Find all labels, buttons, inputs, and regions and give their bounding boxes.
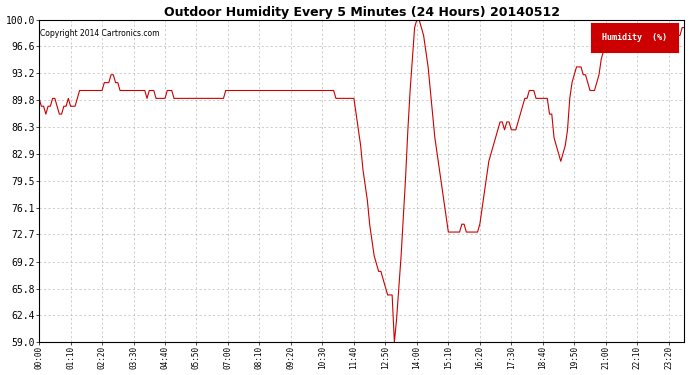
Text: Copyright 2014 Cartronics.com: Copyright 2014 Cartronics.com: [41, 29, 160, 38]
Title: Outdoor Humidity Every 5 Minutes (24 Hours) 20140512: Outdoor Humidity Every 5 Minutes (24 Hou…: [164, 6, 560, 18]
